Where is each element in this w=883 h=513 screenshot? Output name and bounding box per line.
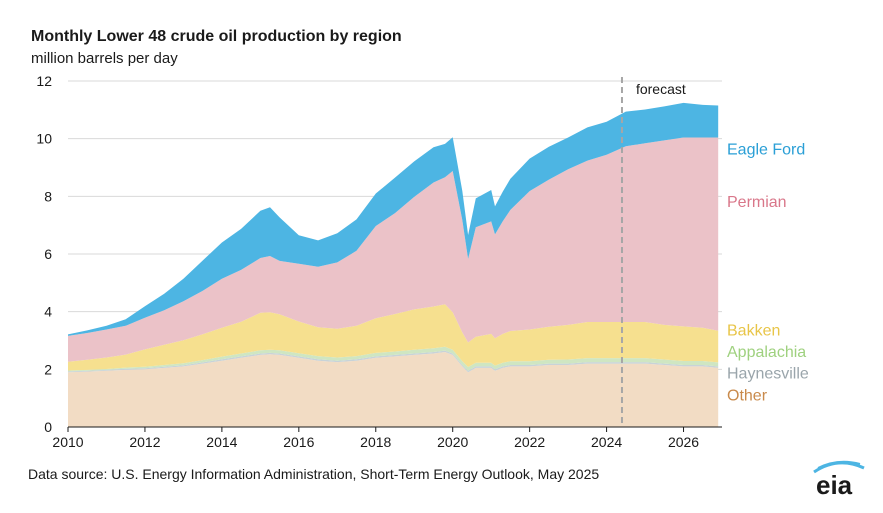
legend-bakken: Bakken [727, 322, 780, 339]
legend: Other Haynesville Appalachia Bakken Permian E… [727, 142, 809, 405]
y-tick-0: 0 [44, 419, 52, 435]
legend-appalachia: Appalachia [727, 344, 806, 361]
y-tick-10: 10 [36, 131, 52, 147]
x-tick-2012: 2012 [129, 434, 160, 450]
forecast-label: forecast [636, 81, 686, 97]
legend-eagle-ford: Eagle Ford [727, 142, 805, 159]
y-tick-4: 4 [44, 304, 52, 320]
x-tick-2020: 2020 [437, 434, 468, 450]
area-series [68, 102, 719, 427]
forecast-marker: forecast [620, 77, 686, 427]
x-tick-2022: 2022 [514, 434, 545, 450]
data-source-note: Data source: U.S. Energy Information Adm… [28, 466, 600, 482]
y-tick-8: 8 [44, 188, 52, 204]
eia-logo-icon: eia [813, 460, 865, 498]
legend-other: Other [727, 387, 768, 404]
y-tick-6: 6 [44, 246, 52, 262]
legend-haynesville: Haynesville [727, 366, 809, 383]
x-tick-2024: 2024 [591, 434, 622, 450]
area-bakken [68, 304, 719, 371]
x-tick-2018: 2018 [360, 434, 391, 450]
x-tick-2014: 2014 [206, 434, 237, 450]
legend-permian: Permian [727, 194, 787, 211]
y-tick-12: 12 [36, 73, 52, 89]
chart-subtitle: million barrels per day [31, 50, 178, 67]
chart-title: Monthly Lower 48 crude oil production by… [31, 28, 402, 45]
area-eagle-ford [68, 102, 719, 336]
x-tick-2026: 2026 [668, 434, 699, 450]
area-other [68, 352, 719, 427]
svg-text:eia: eia [816, 470, 853, 498]
x-tick-2016: 2016 [283, 434, 314, 450]
axes: 0 2 4 6 8 10 12 2010 2012 2014 2016 2018 2020 2022 202… [36, 73, 722, 450]
area-permian [68, 137, 719, 362]
area-appalachia [68, 346, 719, 372]
y-tick-2: 2 [44, 361, 52, 377]
x-tick-2010: 2010 [52, 434, 83, 450]
